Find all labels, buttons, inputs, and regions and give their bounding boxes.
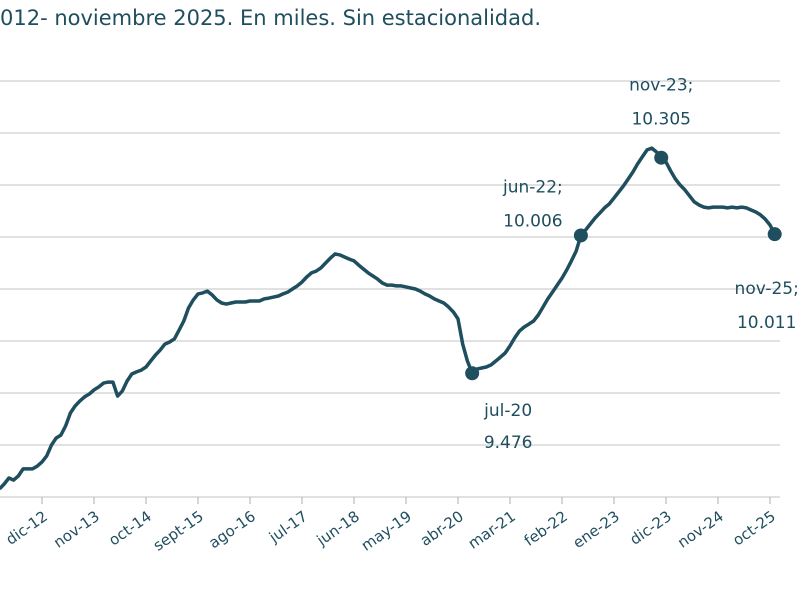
- x-tick-label: may-19: [358, 507, 415, 554]
- x-tick-label: jun-18: [313, 507, 363, 550]
- point-label: jul-20: [483, 401, 532, 421]
- point-label: nov-25;: [735, 279, 799, 299]
- chart-title: 012- noviembre 2025. En miles. Sin estac…: [0, 6, 541, 30]
- value-label: 9.476: [484, 433, 533, 453]
- marker: [654, 150, 669, 165]
- x-tick-label: sept-15: [150, 507, 207, 554]
- marker: [573, 228, 588, 243]
- value-label: 10.305: [631, 110, 690, 130]
- x-tick-label: ene-23: [570, 507, 623, 552]
- marker: [465, 366, 480, 381]
- x-tick-label: oct-25: [729, 507, 778, 549]
- line: [0, 146, 777, 491]
- point-label: jun-22;: [502, 177, 563, 197]
- x-tick-label: dic-23: [626, 507, 674, 548]
- value-label: 10.011: [737, 313, 796, 333]
- value-label: 10.006: [503, 211, 562, 231]
- x-tick-label: nov-13: [50, 507, 103, 551]
- x-tick-label: oct-14: [105, 507, 154, 549]
- marker: [767, 227, 782, 242]
- x-tick-label: jul-17: [265, 507, 311, 547]
- x-tick-label: nov-24: [674, 507, 727, 551]
- x-tick-label: abr-20: [417, 507, 467, 550]
- x-tick-label: ago-16: [205, 507, 258, 552]
- x-tick-label: feb-22: [521, 507, 571, 550]
- x-tick-label: dic-12: [3, 507, 51, 548]
- x-tick-label: mar-21: [465, 507, 519, 552]
- point-label: nov-23;: [629, 76, 693, 96]
